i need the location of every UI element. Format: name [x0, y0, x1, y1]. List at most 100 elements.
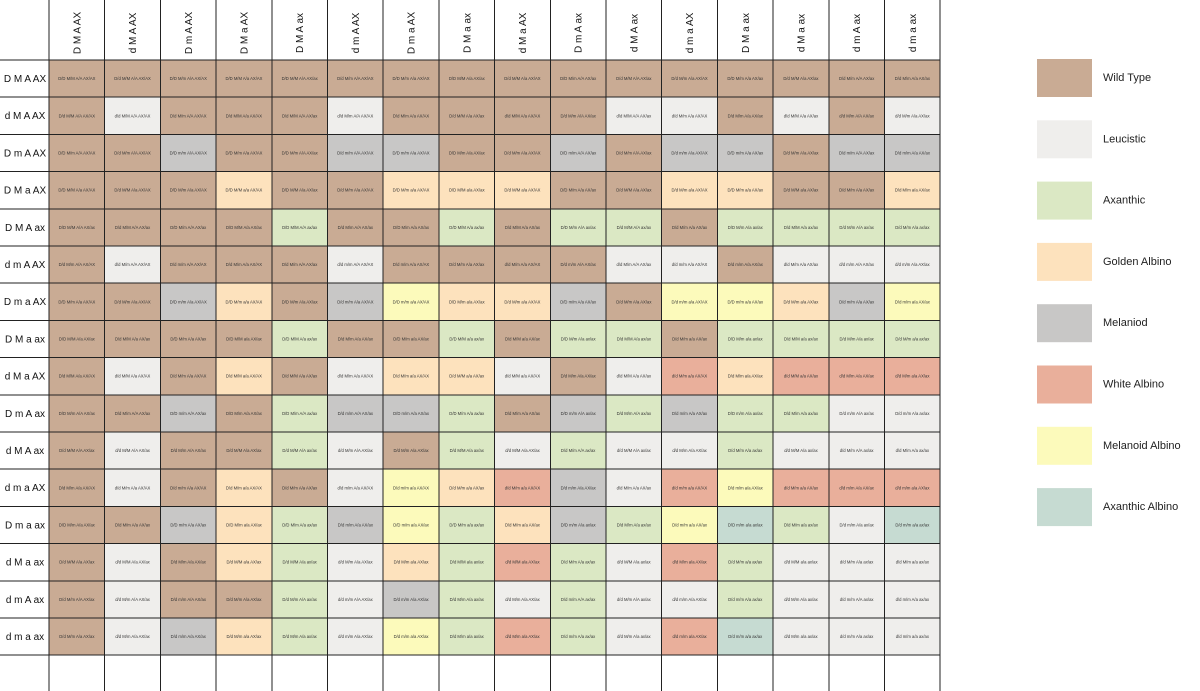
genotype-cell — [773, 543, 829, 581]
genotype-cell — [327, 97, 384, 135]
genotype-label: D/d M/m A/A ax/ax — [839, 225, 874, 230]
genotype-label: D/d M/m A/A AX/ax — [616, 151, 652, 156]
genotype-label: D/d M/m A/a ax/ax — [895, 225, 930, 230]
genotype-cell — [383, 60, 439, 98]
genotype-label: D/d M/M A/a AX/AX — [114, 188, 151, 193]
genotype-cell — [438, 171, 495, 209]
genotype-label: D/d M/m a/a ax/ax — [784, 523, 819, 528]
genotype-label: D/d M/m A/a ax/ax — [840, 337, 875, 342]
genotype-label: D/D M/M A/a AX/ax — [449, 76, 486, 81]
genotype-cell — [383, 506, 439, 544]
genotype-label: D/D M/M a/a AX/ax — [226, 337, 263, 342]
genotype-cell — [327, 246, 384, 284]
genotype-label: D/d M/M a/a ax/ax — [450, 560, 485, 565]
column-header: d M a AX — [518, 12, 529, 53]
genotype-cell — [773, 208, 829, 246]
genotype-cell — [661, 320, 718, 358]
genotype-cell — [773, 134, 829, 172]
genotype-cell — [438, 246, 495, 284]
genotype-label: D/d M/M a/a AX/ax — [783, 188, 819, 193]
genotype-label: d/d m/m A/a AX/ax — [839, 485, 874, 490]
genotype-label: D/D M/m A/A ax/ax — [561, 225, 597, 230]
genotype-cell — [104, 97, 161, 135]
genotype-cell — [494, 469, 551, 507]
genotype-cell-labels: D/D M/M A/A AX/AX D/d M/M A/A AX/AX D/D M/… — [58, 76, 931, 639]
genotype-label: D/d m/m A/A AX/ax — [839, 151, 875, 156]
genotype-cell — [550, 618, 606, 656]
genotype-cell — [383, 469, 439, 507]
genotype-label: D/d M/m A/A AX/ax — [59, 597, 95, 602]
genotype-cell — [104, 357, 161, 395]
genotype-cell — [383, 283, 439, 321]
genotype-cell — [438, 580, 495, 618]
genotype-label: D/d M/m A/a AX/ax — [449, 262, 485, 267]
genotype-cell — [49, 208, 105, 246]
genotype-label: d/d m/m A/a AX/ax — [895, 262, 930, 267]
genotype-label: D/d M/M A/A AX/AX — [59, 113, 96, 118]
genotype-cell — [828, 432, 885, 470]
genotype-cell — [383, 208, 439, 246]
genotype-label: D/D M/m A/a AX/ax — [282, 299, 319, 304]
legend-label: White Albino — [1103, 379, 1164, 391]
genotype-label: D/d m/m A/A AX/AX — [337, 151, 374, 156]
genotype-label: D/D M/m A/a AX/AX — [393, 76, 430, 81]
genotype-label: d/d M/m A/a ax/ax — [784, 597, 818, 602]
genotype-cell — [104, 134, 161, 172]
genotype-label: D/d M/m A/a AX/ax — [226, 597, 262, 602]
genotype-cell — [717, 506, 774, 544]
genotype-label: D/d M/M A/A ax/ax — [282, 448, 317, 453]
genotype-label: D/d M/m a/a AX/ax — [226, 634, 262, 639]
genotype-label: D/d M/m A/a AX/AX — [114, 299, 151, 304]
genotype-label: D/d M/m A/a AX/ax — [171, 560, 207, 565]
genotype-cell — [271, 506, 328, 544]
genotype-cell — [828, 357, 885, 395]
genotype-cell — [327, 134, 384, 172]
genotype-cell — [438, 208, 495, 246]
genotype-label: d/d M/M A/A AX/ax — [115, 448, 151, 453]
column-header: D M a ax — [462, 13, 473, 53]
genotype-label: d/d M/M a/a AX/ax — [505, 560, 540, 565]
genotype-label: D/d M/m a/a AX/ax — [895, 188, 931, 193]
genotype-label: D/D M/M A/a AX/ax — [226, 225, 263, 230]
genotype-label: D/d M/m A/a AX/AX — [337, 188, 374, 193]
genotype-label: D/D m/m A/a AX/ax — [170, 523, 207, 528]
genotype-cell — [327, 171, 384, 209]
genotype-cell — [661, 60, 718, 98]
genotype-cell — [494, 394, 551, 432]
genotype-cell — [550, 580, 606, 618]
genotype-label: d/d M/m A/a AX/AX — [115, 485, 151, 490]
genotype-cell — [773, 394, 829, 432]
genotype-label: D/d m/m A/a AX/ax — [171, 634, 207, 639]
genotype-cell — [828, 208, 885, 246]
genotype-label: D/D M/m A/A AX/ax — [282, 151, 319, 156]
genotype-cell — [383, 357, 439, 395]
genotype-label: D/d m/m A/a ax/ax — [561, 634, 596, 639]
genotype-label: D/d m/m A/a AX/ax — [338, 523, 374, 528]
genotype-cell — [160, 320, 217, 358]
genotype-cell — [216, 506, 272, 544]
row-headers: D M A AX d M A AX D m A AX D M a AX D M A ax… — [4, 74, 47, 643]
genotype-label: D/D M/M A/A AX/ax — [282, 76, 319, 81]
genotype-label: D/D m/m A/a AX/ax — [727, 151, 764, 156]
genotype-label: D/d M/m a/a AX/ax — [449, 485, 485, 490]
genotype-cell — [216, 618, 272, 656]
genotype-cell — [494, 134, 551, 172]
genotype-label: D/d M/m A/A AX/ax — [560, 113, 596, 118]
genotype-label: D/D M/M A/a AX/AX — [225, 76, 262, 81]
genotype-label: D/d M/M A/a AX/AX — [504, 76, 541, 81]
genotype-label: D/D M/M a/a AX/ax — [449, 188, 486, 193]
genotype-label: D/d m/m a/a ax/ax — [728, 634, 763, 639]
genotype-cell — [550, 283, 606, 321]
genotype-label: D/D m/m A/a AX/ax — [560, 299, 597, 304]
genotype-label: D/d M/m A/a AX/ax — [728, 113, 764, 118]
genotype-label: D/d M/M A/a ax/ax — [617, 337, 652, 342]
genotype-label: D/d M/M A/a AX/ax — [282, 374, 318, 379]
row-header: d M A AX — [5, 111, 46, 122]
genotype-cell — [49, 394, 105, 432]
genotype-cell — [661, 357, 718, 395]
genotype-label: D/d m/m A/a AX/ax — [839, 299, 875, 304]
genotype-label: d/d m/m A/A ax/ax — [840, 597, 875, 602]
genotype-cell — [773, 432, 829, 470]
genotype-cell — [717, 618, 774, 656]
column-header: D m A ax — [574, 13, 585, 53]
